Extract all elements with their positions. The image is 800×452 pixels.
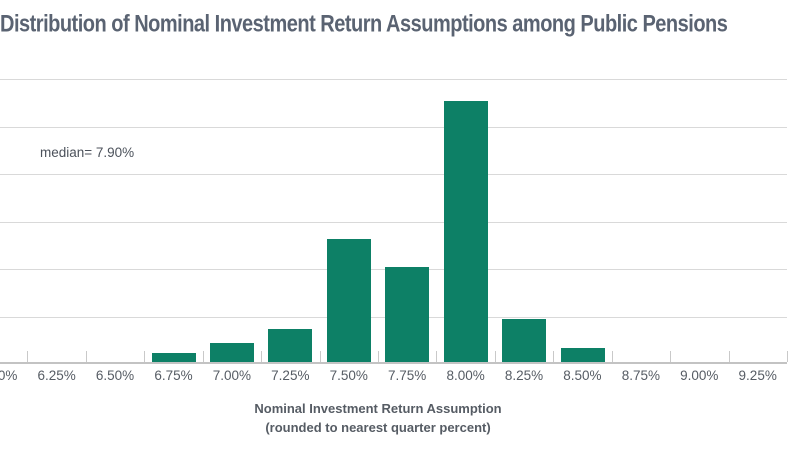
gridline: [0, 126, 787, 128]
bar-850: [560, 347, 605, 362]
x-axis-tick: [27, 351, 29, 362]
x-axis-tick: [494, 351, 496, 362]
x-tick-label: 7.50%: [329, 368, 368, 383]
x-axis-tick: [787, 351, 788, 362]
x-tick-label: 8.50%: [563, 368, 602, 383]
gridline: [0, 221, 787, 223]
x-tick-label: 8.75%: [621, 368, 660, 383]
bar-825: [502, 319, 547, 362]
x-tick-label: 9.25%: [738, 368, 777, 383]
x-tick-label: 7.75%: [388, 368, 427, 383]
bar-675: [151, 352, 196, 362]
bar-700: [209, 343, 254, 362]
x-axis-tick: [319, 351, 321, 362]
x-axis-tick: [553, 351, 555, 362]
x-tick-label: 7.25%: [271, 368, 310, 383]
x-tick-label: 8.25%: [504, 368, 544, 383]
x-axis-tick: [261, 351, 263, 362]
x-axis-tick: [728, 351, 730, 362]
x-axis-tick: [611, 351, 613, 362]
bar-775: [385, 267, 430, 362]
chart-title: Distribution of Nominal Investment Retur…: [0, 11, 728, 38]
gridline: [0, 79, 787, 80]
x-tick-label: 6.00%: [0, 368, 18, 383]
x-axis-tick-labels: 6.00% 6.25% 6.50% 6.75% 7.00% 7.25% 7.50% 7.75%…: [0, 368, 787, 383]
x-axis-tick: [670, 351, 672, 362]
x-axis-title: Nominal Investment Return Assumption (ro…: [0, 399, 787, 437]
bar-725: [268, 328, 313, 362]
x-tick-label: 6.50%: [95, 368, 135, 383]
x-tick-label: 7.00%: [212, 368, 252, 383]
x-axis-title-line2: (rounded to nearest quarter percent): [265, 420, 491, 435]
plot-area: [0, 79, 788, 364]
gridline: [0, 174, 787, 175]
x-axis-title-line1: Nominal Investment Return Assumption: [254, 401, 502, 416]
x-tick-label: 6.25%: [37, 368, 76, 383]
bar-800: [443, 100, 488, 362]
x-axis-tick: [85, 351, 87, 362]
x-tick-label: 9.00%: [680, 368, 719, 383]
x-tick-label: 8.00%: [446, 368, 485, 383]
x-axis-tick: [436, 351, 438, 362]
x-axis-tick: [202, 351, 204, 362]
x-axis-tick: [378, 351, 379, 362]
median-annotation: median= 7.90%: [40, 145, 135, 160]
bar-750: [326, 238, 371, 362]
x-axis-tick: [144, 351, 146, 362]
x-tick-label: 6.75%: [154, 368, 193, 383]
